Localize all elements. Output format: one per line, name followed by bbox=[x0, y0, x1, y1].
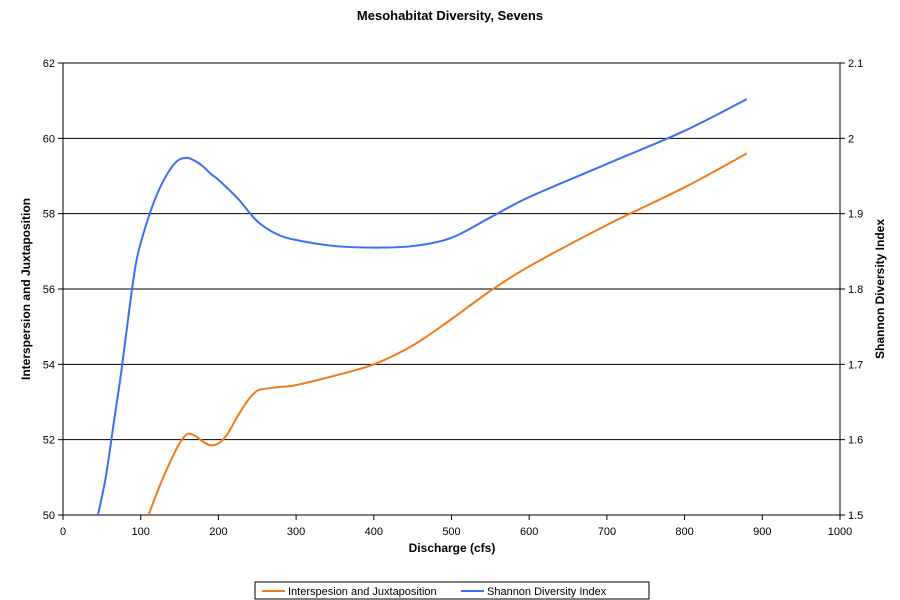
x-tick-label: 200 bbox=[209, 526, 227, 538]
x-tick-label: 700 bbox=[598, 526, 616, 538]
series-line-1 bbox=[96, 98, 748, 516]
x-tick-label: 600 bbox=[520, 526, 538, 538]
x-tick-label: 0 bbox=[60, 526, 66, 538]
x-axis: 0 100 200 300 400 500 600 700 800 900 1000 bbox=[60, 515, 852, 538]
x-axis-title: Discharge (cfs) bbox=[409, 541, 496, 555]
y-left-tick-label: 58 bbox=[43, 209, 55, 221]
y-left-tick-label: 52 bbox=[43, 435, 55, 447]
series-group bbox=[96, 98, 748, 516]
y-right-tick-label: 1.6 bbox=[848, 435, 863, 447]
y-right-tick-label: 1.8 bbox=[848, 284, 863, 296]
y-left-tick-label: 56 bbox=[43, 284, 55, 296]
y-axis-left: 50 52 54 56 58 60 62 bbox=[43, 58, 63, 522]
x-tick-label: 400 bbox=[365, 526, 383, 538]
y-axis-right: 1.5 1.6 1.7 1.8 1.9 2 2.1 bbox=[840, 58, 863, 522]
y-right-tick-label: 2.1 bbox=[848, 58, 863, 70]
x-tick-label: 800 bbox=[675, 526, 693, 538]
y-right-tick-label: 1.9 bbox=[848, 209, 863, 221]
legend: Interspesion and Juxtaposition Shannon D… bbox=[254, 581, 650, 600]
x-tick-label: 100 bbox=[132, 526, 150, 538]
y-axis-left-title: Interspersion and Juxtaposition bbox=[19, 198, 33, 380]
y-left-tick-label: 60 bbox=[43, 133, 55, 145]
y-left-tick-label: 50 bbox=[43, 510, 55, 522]
legend-label-1: Shannon Diversity Index bbox=[487, 586, 607, 598]
x-tick-label: 900 bbox=[753, 526, 771, 538]
legend-label-0: Interspesion and Juxtaposition bbox=[288, 586, 437, 598]
y-axis-right-title: Shannon Diversity Index bbox=[873, 219, 887, 359]
y-right-tick-label: 1.5 bbox=[848, 510, 863, 522]
y-right-tick-label: 2 bbox=[848, 133, 854, 145]
legend-box bbox=[254, 581, 650, 600]
x-tick-label: 300 bbox=[287, 526, 305, 538]
y-left-tick-label: 62 bbox=[43, 58, 55, 70]
x-tick-label: 1000 bbox=[828, 526, 852, 538]
y-left-tick-label: 54 bbox=[43, 359, 55, 371]
chart-title: Mesohabitat Diversity, Sevens bbox=[357, 8, 543, 23]
y-right-tick-label: 1.7 bbox=[848, 359, 863, 371]
series-line-0 bbox=[147, 152, 748, 516]
x-tick-label: 500 bbox=[442, 526, 460, 538]
gridlines bbox=[63, 62, 840, 516]
